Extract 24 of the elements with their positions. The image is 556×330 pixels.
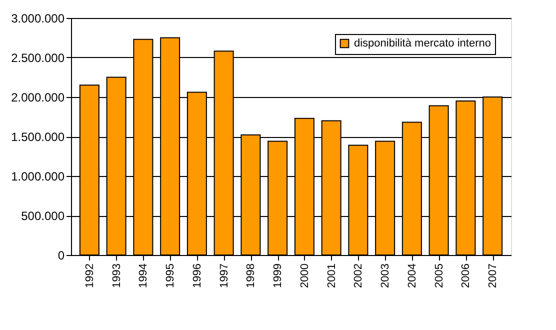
y-tick-label: 2.500.000 bbox=[11, 51, 65, 65]
x-tick-label: 1999 bbox=[272, 264, 284, 288]
x-tick-label: 1998 bbox=[245, 264, 258, 288]
legend-label: disponibilità mercato interno bbox=[354, 38, 491, 50]
x-tick-label: 2000 bbox=[298, 264, 311, 288]
y-tick-label: 0 bbox=[58, 248, 65, 262]
x-tick-label: 1995 bbox=[164, 264, 177, 288]
y-tick-label: 1.000.000 bbox=[11, 170, 65, 184]
x-tick-label: 2007 bbox=[487, 264, 500, 288]
x-tick-label: 2001 bbox=[326, 264, 338, 288]
x-tick-label: 2006 bbox=[460, 264, 472, 288]
y-tick-label: 3.000.000 bbox=[11, 12, 65, 26]
x-tick-label: 2003 bbox=[380, 264, 392, 288]
x-tick-label: 2004 bbox=[406, 264, 418, 288]
x-tick-label: 1996 bbox=[191, 264, 204, 288]
y-tick-label: 500.000 bbox=[21, 209, 65, 223]
x-tick-label: 2005 bbox=[433, 264, 446, 288]
y-tick-label: 1.500.000 bbox=[11, 130, 65, 144]
x-tick-label: 1992 bbox=[84, 264, 96, 288]
x-tick-label: 1994 bbox=[138, 264, 150, 288]
x-tick-label: 1993 bbox=[110, 264, 123, 288]
x-tick-label: 1997 bbox=[218, 264, 230, 288]
y-tick-label: 2.000.000 bbox=[11, 90, 65, 104]
x-tick-label: 2002 bbox=[352, 264, 365, 288]
